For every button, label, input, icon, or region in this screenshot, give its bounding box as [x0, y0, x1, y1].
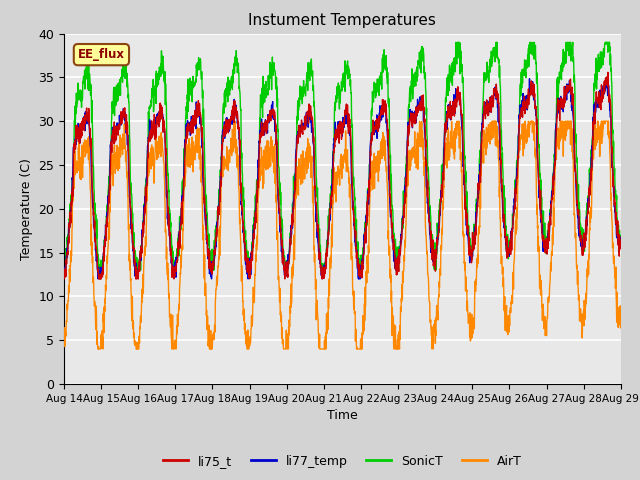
Legend: li75_t, li77_temp, SonicT, AirT: li75_t, li77_temp, SonicT, AirT: [158, 450, 527, 473]
X-axis label: Time: Time: [327, 409, 358, 422]
Title: Instument Temperatures: Instument Temperatures: [248, 13, 436, 28]
Text: EE_flux: EE_flux: [78, 48, 125, 61]
Y-axis label: Temperature (C): Temperature (C): [20, 158, 33, 260]
